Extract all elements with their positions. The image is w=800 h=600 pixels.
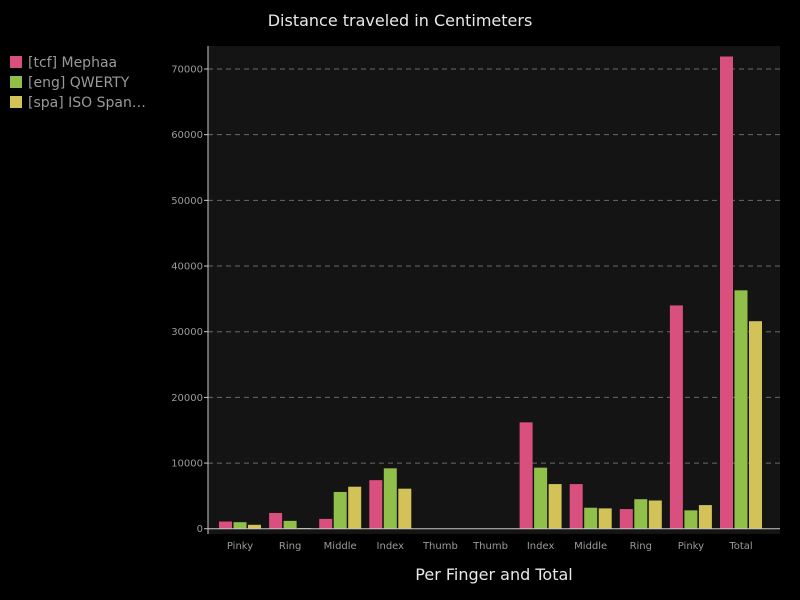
bar [369,480,383,529]
bar [383,468,397,529]
x-tick-label: Index [527,541,555,552]
y-tick-label: 40000 [171,262,203,273]
bar [749,321,762,529]
legend-swatch [10,56,22,68]
bar [283,520,297,529]
bar [734,290,748,529]
bar [720,56,733,529]
bar [269,512,283,529]
x-tick-label: Ring [279,541,301,552]
bar [519,422,533,529]
legend-label: [spa] ISO Span… [28,95,146,111]
legend-label: [eng] QWERTY [28,75,130,91]
y-tick-label: 30000 [171,327,203,338]
chart-title: Distance traveled in Centimeters [268,11,533,30]
bars [219,56,762,529]
bar [619,509,633,529]
bar [548,484,562,529]
x-tick-label: Total [728,541,752,552]
bar [534,467,548,529]
x-tick-label: Thumb [472,541,508,552]
y-tick-label: 60000 [171,130,203,141]
x-tick-label: Middle [574,541,607,552]
bar [248,524,261,529]
legend-swatch [10,96,22,108]
x-tick-labels: Pinky Ring Middle Index Thumb Thumb Index Middl… [227,541,753,552]
bar [398,488,412,529]
bar [319,518,333,529]
bar [219,521,232,529]
y-tick-label: 20000 [171,393,203,404]
plot-area [208,46,780,534]
bar [569,484,583,529]
x-tick-label: Thumb [422,541,458,552]
legend-label: [tcf] Mephaa [28,55,117,71]
bar [648,500,662,529]
legend-swatch [10,76,22,88]
bar [669,305,683,529]
x-tick-label: Pinky [678,541,704,552]
bar [333,491,347,529]
bar [584,507,598,529]
y-tick-labels: 0 10000 20000 30000 40000 50000 60000 70000 [171,64,203,535]
bar [233,522,247,529]
axes [207,46,780,534]
y-tick-label: 0 [197,524,203,535]
y-tick-label: 10000 [171,459,203,470]
bar [598,508,612,529]
y-tick-label: 50000 [171,196,203,207]
legend: [tcf] Mephaa [eng] QWERTY [spa] ISO Span… [10,55,146,111]
x-tick-label: Middle [324,541,357,552]
x-axis-label: Per Finger and Total [415,565,572,584]
y-tick-label: 70000 [171,64,203,75]
x-tick-label: Index [377,541,405,552]
bar [348,486,362,529]
x-tick-label: Ring [630,541,652,552]
gridlines [204,68,780,530]
bar [684,510,698,529]
x-tick-label: Pinky [227,541,253,552]
bar [634,499,648,529]
bar [698,505,712,529]
